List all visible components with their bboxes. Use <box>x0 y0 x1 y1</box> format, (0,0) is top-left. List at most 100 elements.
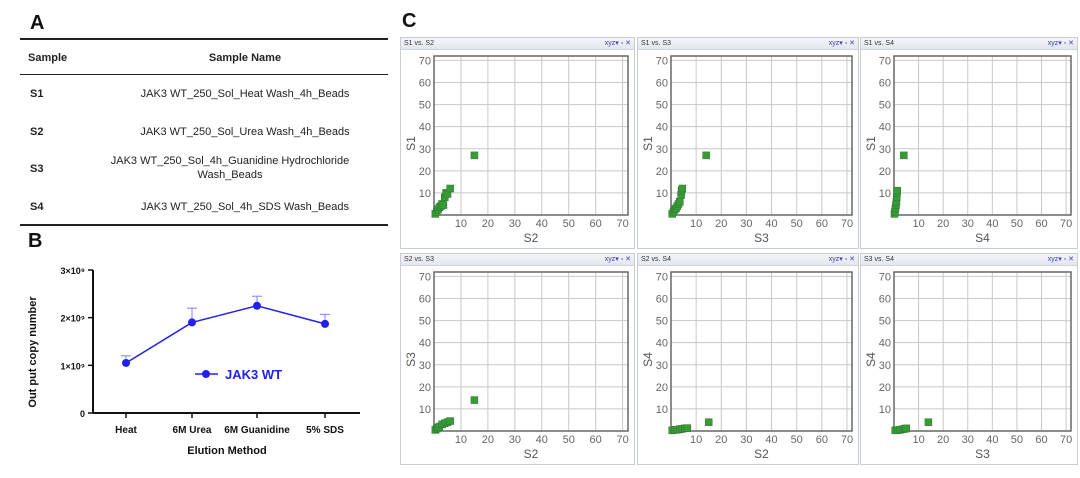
y-tick-label: 20 <box>879 166 891 178</box>
x-tick-label: 30 <box>740 218 752 230</box>
line-chart: Out put copy number Elution Method 0 1×10… <box>27 266 360 457</box>
close-icon[interactable]: ✕ <box>1068 40 1074 47</box>
x-tick-label: 60 <box>590 218 602 230</box>
x-tick-label: 10 <box>912 218 924 230</box>
x-tick-label: 30 <box>962 218 974 230</box>
scatter-point <box>439 201 448 209</box>
xyz-menu-button[interactable]: xyz▾ <box>828 40 843 47</box>
panel-title-bar: S1 vs. S3 xyz▾ ▫ ✕ <box>638 38 858 50</box>
restore-icon[interactable]: ▫ <box>844 40 848 47</box>
scatter-panel: S2 vs. S3 xyz▾ ▫ ✕ 10 10 20 20 30 30 40 40 50 50 60 6… <box>400 253 635 465</box>
x-tick-label: 60 <box>816 434 828 446</box>
scatter-plot: 10 10 20 20 30 30 40 40 50 50 60 60 70 70 S3 S1 <box>641 55 853 245</box>
y-tick-label: 20 <box>879 382 891 394</box>
table-sample-name: JAK3 WT_250_Sol_Urea Wash_4h_Beads <box>140 126 350 138</box>
y-tick-label: 70 <box>656 271 668 283</box>
panel-title: S1 vs. S4 <box>864 40 894 47</box>
restore-icon[interactable]: ▫ <box>844 256 848 263</box>
x-tick-label: 20 <box>937 434 949 446</box>
y-tick-label: 50 <box>879 100 891 112</box>
scatter-plot: 10 10 20 20 30 30 40 40 50 50 60 60 70 70 S3 S4 <box>864 271 1072 461</box>
y-tick-label: 1×10⁹ <box>60 361 85 371</box>
x-tick-label: Heat <box>115 425 137 436</box>
table-top-rule <box>20 38 388 40</box>
y-tick-label: 30 <box>419 144 431 156</box>
xyz-menu-button[interactable]: xyz▾ <box>828 256 843 263</box>
close-icon[interactable]: ✕ <box>849 256 855 263</box>
x-tick-label: 40 <box>536 434 548 446</box>
y-tick-label: 0 <box>80 409 85 419</box>
x-tick-label: 40 <box>986 434 998 446</box>
scatter-point <box>446 417 454 425</box>
y-axis-label: Out put copy number <box>27 296 39 408</box>
scatter-panel: S3 vs. S4 xyz▾ ▫ ✕ 10 10 20 20 30 30 40 40 50 50 60 6… <box>860 253 1078 465</box>
x-tick-label: 60 <box>1035 218 1047 230</box>
x-tick-label: 10 <box>690 434 702 446</box>
panel-title-bar: S3 vs. S4 xyz▾ ▫ ✕ <box>861 254 1077 266</box>
scatter-panel: S1 vs. S4 xyz▾ ▫ ✕ 10 10 20 20 30 30 40 40 50 50 60 6… <box>860 37 1078 249</box>
x-tick-label: 50 <box>791 218 803 230</box>
x-tick-label: 50 <box>1011 218 1023 230</box>
restore-icon[interactable]: ▫ <box>620 40 624 47</box>
x-tick-label: 70 <box>616 434 628 446</box>
restore-icon[interactable]: ▫ <box>1063 256 1067 263</box>
close-icon[interactable]: ✕ <box>1068 256 1074 263</box>
close-icon[interactable]: ✕ <box>849 40 855 47</box>
x-tick-label: 20 <box>937 218 949 230</box>
x-tick-label: 5% SDS <box>306 425 344 436</box>
y-tick-label: 40 <box>879 122 891 134</box>
y-tick-label: 10 <box>419 188 431 200</box>
x-tick-label: 40 <box>536 218 548 230</box>
y-tick-label: 70 <box>879 271 891 283</box>
plot-frame <box>893 55 1072 216</box>
y-tick-label: 70 <box>419 271 431 283</box>
xyz-menu-button[interactable]: xyz▾ <box>604 256 619 263</box>
scatter-point <box>683 424 692 432</box>
panel-title: S1 vs. S3 <box>641 40 671 47</box>
y-tick-label: 10 <box>656 404 668 416</box>
y-tick-label: 40 <box>656 122 668 134</box>
table-sample: S3 <box>30 163 44 175</box>
table-sample: S4 <box>30 201 44 213</box>
y-tick-label: 70 <box>419 55 431 67</box>
x-tick-label: 30 <box>962 434 974 446</box>
x-tick-label: 60 <box>816 218 828 230</box>
x-tick-label: 20 <box>715 434 727 446</box>
x-tick-label: 10 <box>455 434 467 446</box>
y-tick-label: 40 <box>419 122 431 134</box>
data-point <box>122 358 130 367</box>
restore-icon[interactable]: ▫ <box>620 256 624 263</box>
y-axis-label: S1 <box>864 136 878 151</box>
x-tick-label: 30 <box>509 434 521 446</box>
xyz-menu-button[interactable]: xyz▾ <box>1047 256 1062 263</box>
close-icon[interactable]: ✕ <box>625 40 631 47</box>
xyz-menu-button[interactable]: xyz▾ <box>604 40 619 47</box>
restore-icon[interactable]: ▫ <box>1063 40 1067 47</box>
y-tick-label: 20 <box>419 382 431 394</box>
panel-title-bar: S1 vs. S2 xyz▾ ▫ ✕ <box>401 38 634 50</box>
xyz-menu-button[interactable]: xyz▾ <box>1047 40 1062 47</box>
scatter-panel: S1 vs. S2 xyz▾ ▫ ✕ 10 10 20 20 30 30 40 40 50 50 60 6… <box>400 37 635 249</box>
x-tick-label: 6M Guanidine <box>224 425 290 436</box>
scatter-point <box>676 198 684 206</box>
y-tick-label: 50 <box>419 100 431 112</box>
scatter-point <box>704 418 713 426</box>
table-header-sample: Sample <box>28 52 68 64</box>
series-line <box>125 304 326 364</box>
y-axis-label: S1 <box>404 136 418 151</box>
x-tick-label: 10 <box>912 434 924 446</box>
scatter-point <box>902 424 911 433</box>
table-sample-name: JAK3 WT_250_Sol_Heat Wash_4h_Beads <box>140 88 350 100</box>
panel-title: S2 vs. S4 <box>641 256 671 263</box>
close-icon[interactable]: ✕ <box>625 256 631 263</box>
x-tick-label: 6M Urea <box>173 425 212 436</box>
x-tick-label: 40 <box>986 218 998 230</box>
legend-marker <box>202 370 210 378</box>
table-header-rule <box>20 74 388 75</box>
plot-frame <box>893 271 1072 432</box>
plot-frame <box>433 55 629 216</box>
y-tick-label: 40 <box>879 338 891 350</box>
panel-label-a: A <box>30 12 45 34</box>
x-tick-label: 70 <box>841 434 853 446</box>
